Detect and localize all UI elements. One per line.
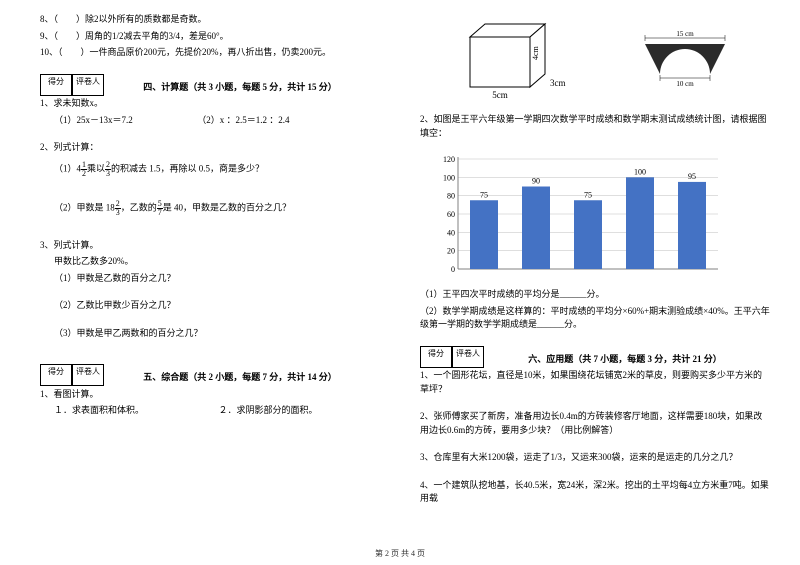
s5-1a: １．求表面积和体积。	[54, 405, 144, 415]
s5-1-row: １．求表面积和体积。 ２．求阴影部分的面积。	[40, 404, 380, 418]
cuboid-d: 3cm	[550, 78, 566, 88]
s4-1a: （1）25x－13x＝7.2	[54, 115, 133, 125]
s5-2: 2、如图是王平六年级第一学期四次数学平时成绩和数学期末测试成绩统计图，请根据图填…	[420, 113, 770, 140]
score-cell: 得分	[420, 346, 452, 368]
s5-2-1: （1）王平四次平时成绩的平均分是______分。	[420, 288, 770, 302]
score-cell: 得分	[40, 74, 72, 96]
q10: 10、（ ）一件商品原价200元，先提价20%，再八折出售，仍卖200元。	[40, 46, 380, 60]
score-box-5: 得分 评卷人	[40, 364, 104, 386]
q9: 9、（ ）周角的1/2减去平角的3/4，差是60°。	[40, 30, 380, 44]
left-column: 8、（ ）除2以外所有的质数都是奇数。 9、（ ）周角的1/2减去平角的3/4，…	[0, 0, 400, 565]
s4-3-0: 甲数比乙数多20%。	[40, 255, 380, 269]
svg-text:60: 60	[447, 210, 455, 219]
svg-text:75: 75	[480, 190, 488, 199]
s4-2: 2、列式计算：	[40, 141, 380, 155]
s4-2-1: （1）412乘以23的积减去 1.5，再除以 0.5，商是多少？	[40, 161, 380, 178]
s4-3-3: （3）甲数是甲乙两数和的百分之几？	[40, 327, 380, 341]
s5-1b: ２．求阴影部分的面积。	[219, 405, 318, 415]
arch-bottom: 10 cm	[676, 80, 694, 88]
svg-text:90: 90	[532, 177, 540, 186]
s4-3-2: （2）乙数比甲数少百分之几？	[40, 299, 380, 313]
section-6-title: 六、应用题（共 7 小题，每题 3 分，共计 21 分）	[528, 354, 722, 364]
s4-1: 1、求未知数x。	[40, 97, 380, 111]
svg-text:120: 120	[443, 155, 455, 164]
q8: 8、（ ）除2以外所有的质数都是奇数。	[40, 13, 380, 27]
cuboid-w: 5cm	[492, 90, 508, 100]
cuboid-figure: 5cm 3cm 4cm	[460, 12, 570, 102]
score-cell: 评卷人	[452, 346, 484, 368]
s6-1: 1、一个圆形花坛，直径是10米，如果围绕花坛铺宽2米的草皮，则要购买多少平方米的…	[420, 369, 770, 396]
arch-figure: 15 cm 10 cm	[630, 30, 740, 90]
svg-text:20: 20	[447, 247, 455, 256]
s5-2-2: （2）数学学期成绩是这样算的：平时成绩的平均分×60%+期末测验成绩×40%。王…	[420, 305, 770, 332]
bar-chart: 0 20 40 60 80 100 120 75 90 75 100 95	[434, 149, 724, 279]
svg-text:80: 80	[447, 192, 455, 201]
svg-text:95: 95	[688, 172, 696, 181]
s5-1: 1、看图计算。	[40, 388, 380, 402]
s6-4: 4、一个建筑队挖地基，长40.5米，宽24米，深2米。挖出的土平均每4立方米重7…	[420, 479, 770, 506]
svg-text:40: 40	[447, 228, 455, 237]
score-cell: 评卷人	[72, 74, 104, 96]
cuboid-h: 4cm	[531, 45, 540, 60]
score-box-4: 得分 评卷人	[40, 74, 104, 96]
svg-text:0: 0	[451, 265, 455, 274]
score-cell: 评卷人	[72, 364, 104, 386]
page-footer: 第 2 页 共 4 页	[0, 548, 800, 559]
score-box-6: 得分 评卷人	[420, 346, 484, 368]
right-column: 5cm 3cm 4cm 15 cm 10 cm 2、如图是王平六年级第一学期四次…	[400, 0, 800, 565]
section-5-title: 五、综合题（共 2 小题，每题 7 分，共计 14 分）	[143, 372, 337, 382]
svg-text:75: 75	[584, 190, 592, 199]
s4-3: 3、列式计算。	[40, 239, 380, 253]
score-cell: 得分	[40, 364, 72, 386]
section-4-title: 四、计算题（共 3 小题，每题 5 分，共计 15 分）	[143, 82, 337, 92]
svg-text:100: 100	[443, 173, 455, 182]
s4-3-1: （1）甲数是乙数的百分之几？	[40, 272, 380, 286]
s4-1b: （2）x ：2.5＝1.2 ：2.4	[197, 115, 289, 125]
s4-1-eqs: （1）25x－13x＝7.2 （2）x ：2.5＝1.2 ：2.4	[40, 114, 380, 128]
arch-top: 15 cm	[676, 30, 694, 38]
s4-2-2: （2）甲数是 1823，乙数的57是 40，甲数是乙数的百分之几？	[40, 200, 380, 217]
s6-2: 2、张师傅家买了新房，准备用边长0.4m的方砖装修客厅地面，这样需要180块，如…	[420, 410, 770, 437]
svg-text:100: 100	[634, 167, 646, 176]
s6-3: 3、仓库里有大米1200袋，运走了1/3，又运来300袋，运来的是运走的几分之几…	[420, 451, 770, 465]
